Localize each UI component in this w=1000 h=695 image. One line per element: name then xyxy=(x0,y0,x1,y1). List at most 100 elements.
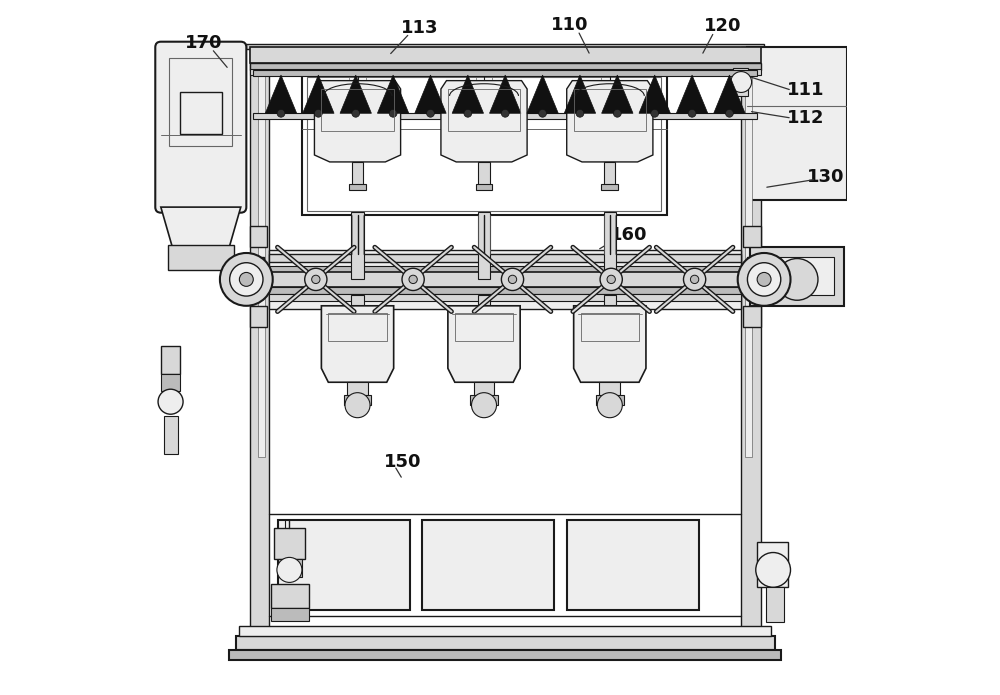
Bar xyxy=(161,346,180,374)
Bar xyxy=(743,306,761,327)
Bar xyxy=(250,47,761,63)
Bar xyxy=(596,395,624,405)
Circle shape xyxy=(501,109,509,117)
Text: 130: 130 xyxy=(807,168,844,186)
Bar xyxy=(250,226,267,247)
Bar xyxy=(478,212,490,279)
FancyBboxPatch shape xyxy=(155,42,246,213)
Polygon shape xyxy=(448,306,520,382)
Text: 140: 140 xyxy=(788,277,826,295)
Circle shape xyxy=(158,389,183,414)
Bar xyxy=(422,520,554,610)
Bar xyxy=(604,162,615,186)
Circle shape xyxy=(597,393,622,418)
Circle shape xyxy=(747,263,781,296)
Bar xyxy=(248,257,264,295)
Polygon shape xyxy=(340,75,371,113)
Bar xyxy=(246,44,764,49)
Circle shape xyxy=(230,263,263,296)
Bar xyxy=(278,559,302,577)
Polygon shape xyxy=(452,75,484,113)
Bar xyxy=(274,528,305,559)
Bar xyxy=(478,295,490,320)
Circle shape xyxy=(427,109,434,117)
Polygon shape xyxy=(639,75,670,113)
Bar xyxy=(351,295,364,320)
Bar xyxy=(741,47,761,646)
Text: 170: 170 xyxy=(184,34,222,52)
Bar xyxy=(448,89,520,131)
Polygon shape xyxy=(303,75,334,113)
Circle shape xyxy=(756,553,791,587)
Bar xyxy=(750,247,844,306)
Bar xyxy=(250,306,267,327)
Bar xyxy=(236,636,775,650)
Bar xyxy=(239,626,771,636)
Bar xyxy=(271,584,309,608)
Bar xyxy=(574,89,646,131)
Bar xyxy=(455,313,513,341)
Bar xyxy=(581,313,639,341)
Polygon shape xyxy=(265,75,297,113)
Polygon shape xyxy=(676,75,708,113)
Text: 111: 111 xyxy=(787,81,825,99)
Circle shape xyxy=(738,253,791,306)
Circle shape xyxy=(576,109,584,117)
Bar xyxy=(757,542,788,587)
Bar xyxy=(161,374,180,391)
Polygon shape xyxy=(441,81,527,162)
Bar xyxy=(747,47,847,200)
Circle shape xyxy=(539,109,547,117)
Bar xyxy=(250,47,269,646)
Bar xyxy=(743,226,761,247)
Circle shape xyxy=(600,268,622,291)
Circle shape xyxy=(239,272,253,286)
Polygon shape xyxy=(574,306,646,382)
Bar xyxy=(747,257,762,295)
Bar xyxy=(344,395,371,405)
Text: 112: 112 xyxy=(787,109,825,127)
Bar xyxy=(604,295,616,320)
Bar xyxy=(180,92,222,134)
Bar xyxy=(604,212,616,279)
Circle shape xyxy=(776,259,818,300)
Bar xyxy=(733,68,748,96)
Circle shape xyxy=(345,393,370,418)
Circle shape xyxy=(731,72,752,92)
Polygon shape xyxy=(602,75,633,113)
Bar xyxy=(766,587,784,622)
Bar xyxy=(351,212,364,279)
Polygon shape xyxy=(161,207,241,249)
Bar xyxy=(278,520,410,610)
Circle shape xyxy=(464,109,472,117)
Bar xyxy=(269,266,741,272)
Bar xyxy=(347,382,368,396)
Bar xyxy=(601,184,618,190)
Polygon shape xyxy=(314,81,401,162)
Text: 150: 150 xyxy=(384,453,421,471)
Bar xyxy=(474,382,494,396)
Circle shape xyxy=(683,268,706,291)
Circle shape xyxy=(314,109,322,117)
Bar xyxy=(164,416,178,454)
Circle shape xyxy=(508,275,517,284)
Bar xyxy=(250,63,761,70)
Circle shape xyxy=(277,557,302,582)
Bar xyxy=(269,250,741,309)
Bar xyxy=(478,162,490,186)
Circle shape xyxy=(389,109,397,117)
Text: 160: 160 xyxy=(610,226,647,244)
Polygon shape xyxy=(321,306,394,382)
Text: 110: 110 xyxy=(551,16,588,34)
Circle shape xyxy=(472,393,497,418)
Circle shape xyxy=(501,268,524,291)
Bar xyxy=(253,70,757,76)
Polygon shape xyxy=(377,75,409,113)
Bar xyxy=(567,520,699,610)
Bar xyxy=(258,75,265,457)
Bar xyxy=(253,113,757,119)
Polygon shape xyxy=(714,75,745,113)
Bar xyxy=(599,382,620,396)
Circle shape xyxy=(688,109,696,117)
Bar xyxy=(476,184,492,190)
